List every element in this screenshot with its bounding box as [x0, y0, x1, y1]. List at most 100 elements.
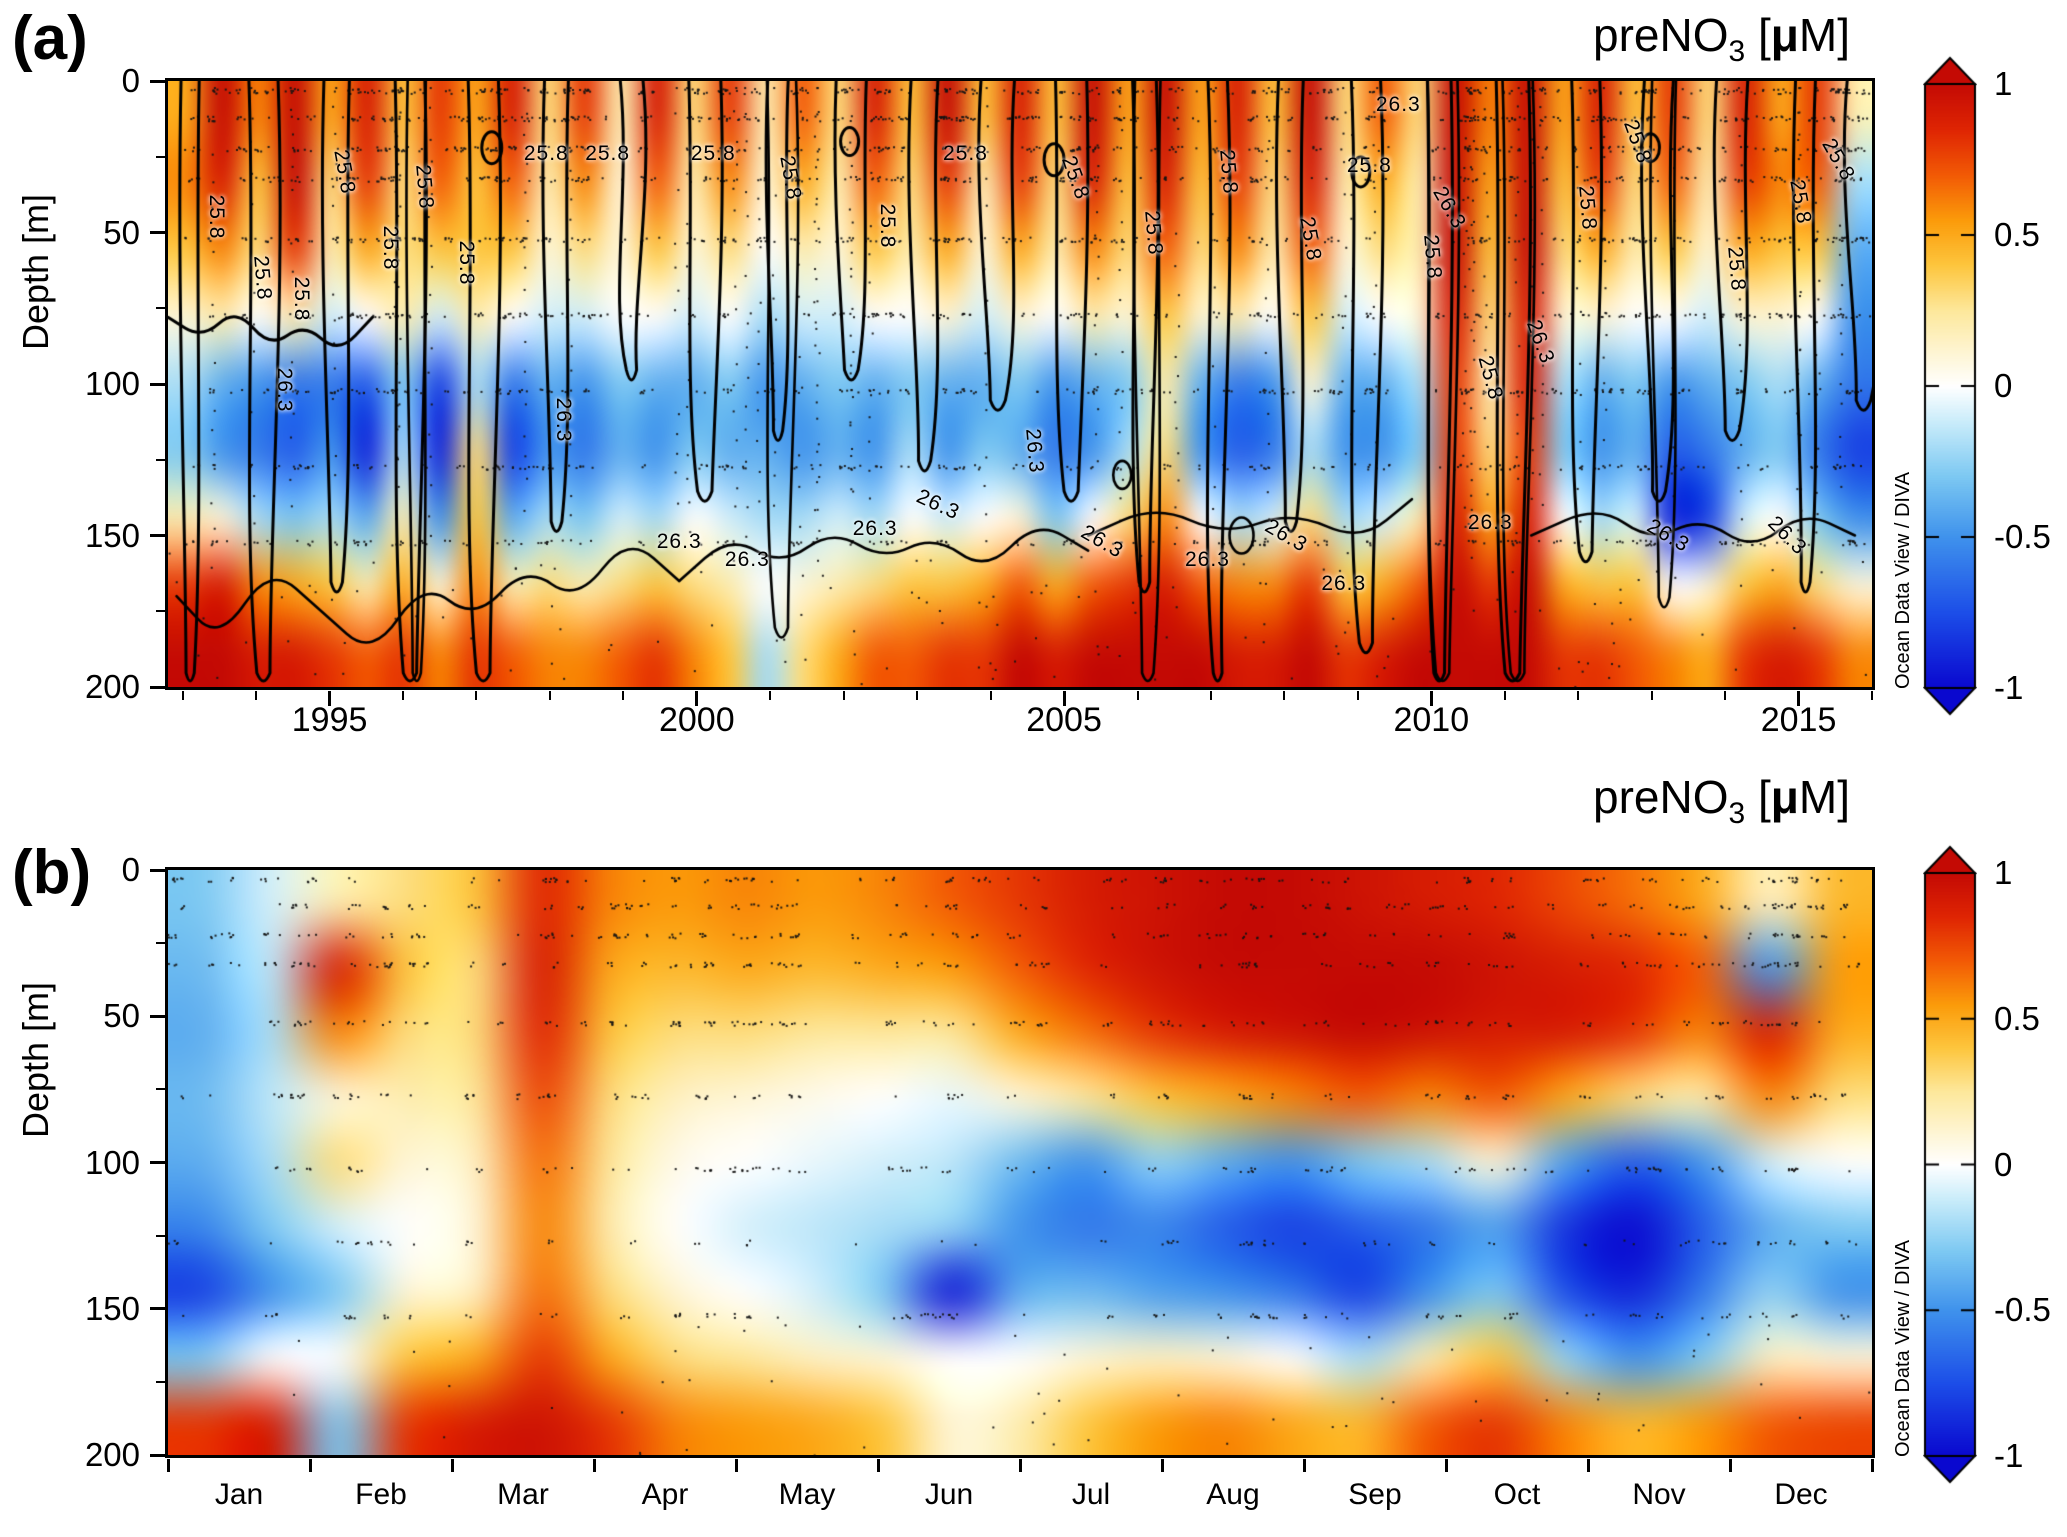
y-tick-mark [156, 942, 165, 945]
panel-b-plot-area [165, 867, 1875, 1458]
x-tick-mark [1728, 1459, 1732, 1472]
panel-b-title-mu: μ [1770, 771, 1799, 823]
x-tick-mark [734, 1459, 738, 1472]
contour-label-25.8: 25.8 [455, 240, 479, 286]
month-label: Jan [214, 1478, 264, 1511]
contour-label-26.3: 26.3 [1185, 547, 1230, 571]
y-tick-mark [150, 868, 165, 872]
x-tick-mark [1429, 691, 1433, 706]
x-tick-mark [1018, 1459, 1022, 1472]
x-tick-mark [1062, 691, 1066, 706]
contour-label-25.8: 25.8 [690, 141, 736, 165]
x-tick-mark [842, 691, 845, 700]
colorbar-tick-label: 1 [1994, 854, 2013, 891]
y-tick-mark [156, 610, 165, 613]
contour-label-25.8: 25.8 [585, 141, 631, 165]
panel-a-title-mu: μ [1770, 9, 1799, 61]
x-tick-label: 2000 [658, 701, 735, 739]
x-tick-mark [1302, 1459, 1306, 1472]
month-label: Feb [355, 1478, 407, 1511]
x-tick-label: 2015 [1760, 701, 1837, 739]
panel-b-title-subscript: 3 [1728, 797, 1746, 831]
month-label: Nov [1632, 1478, 1686, 1511]
x-tick-mark [1586, 1459, 1590, 1472]
contour-label-25.8: 25.8 [204, 194, 228, 240]
contour-label-25.8: 25.8 [410, 163, 438, 211]
x-tick-mark [622, 691, 625, 700]
y-tick-label: 200 [84, 668, 140, 705]
month-label: Jun [924, 1478, 974, 1511]
x-tick-mark [1356, 691, 1359, 700]
contour-label-25.8: 25.8 [378, 225, 402, 271]
x-tick-mark [989, 691, 992, 700]
x-tick-mark [769, 691, 772, 700]
y-tick-label: 0 [121, 62, 140, 99]
contour-label-25.8: 25.8 [1574, 184, 1602, 232]
contour-label-26.3: 26.3 [656, 529, 702, 553]
x-tick-mark [450, 1459, 454, 1472]
x-tick-mark [1209, 691, 1212, 700]
colorbar-tick-label: -1 [1994, 669, 2024, 706]
panel-b-y-axis-title: Depth [m] [15, 981, 56, 1139]
month-label: Dec [1774, 1478, 1828, 1511]
contour-label-25.8: 25.8 [248, 254, 276, 302]
colorbar-tick-label: -0.5 [1994, 1291, 2051, 1329]
x-tick-mark [328, 691, 332, 706]
x-tick-mark [1444, 1459, 1448, 1472]
contour-label-26.3: 26.3 [1020, 427, 1048, 474]
x-tick-mark [1503, 691, 1506, 700]
x-tick-mark [255, 691, 258, 700]
contour-label-26.3: 26.3 [1467, 511, 1513, 535]
contour-label-26.3: 26.3 [272, 367, 296, 413]
x-tick-label: 1995 [291, 701, 368, 739]
panel-a-y-axis-title: Depth [m] [15, 193, 56, 351]
colorbar-tick-label: 0.5 [1994, 999, 2040, 1037]
panel-a-plot-area: 25.8 25.8 25.8 25.8 25.8 25.8 25.8 25.8 25.8 25.8… [165, 78, 1875, 690]
panel-a-title-text: preNO [1593, 9, 1729, 61]
x-tick-mark [475, 691, 478, 700]
month-label: Jul [1071, 1478, 1111, 1511]
y-tick-mark [156, 155, 165, 158]
y-tick-mark [150, 685, 165, 689]
contour-label-26.3: 26.3 [1321, 571, 1367, 595]
panel-a-label: (a) [12, 4, 88, 73]
y-tick-mark [156, 458, 165, 461]
y-tick-label: 50 [103, 997, 140, 1035]
month-label: Mar [497, 1478, 549, 1511]
month-label: Sep [1348, 1478, 1402, 1511]
y-tick-mark [150, 534, 165, 537]
y-tick-label: 0 [121, 851, 140, 888]
colorbar-tick-label: 0 [1994, 1145, 2013, 1183]
y-tick-mark [156, 1380, 165, 1383]
panel-b-title-text: preNO [1593, 771, 1729, 823]
y-tick-label: 150 [84, 1289, 140, 1327]
x-tick-mark [592, 1459, 596, 1472]
contour-label-25.8: 25.8 [1139, 209, 1167, 256]
colorbar [1923, 54, 1977, 718]
x-tick-mark [1871, 691, 1873, 700]
contour-label-25.8: 25.8 [523, 141, 569, 165]
contour-label-26.3: 26.3 [1375, 93, 1421, 117]
x-tick-mark [181, 691, 184, 700]
colorbar-tick-label: 1 [1994, 65, 2013, 102]
colorbar-tick-label: -1 [1994, 1437, 2024, 1474]
x-tick-mark [1650, 691, 1653, 700]
contour-label-25.8: 25.8 [289, 276, 313, 322]
contour-label-25.8: 25.8 [1214, 148, 1242, 196]
colorbar-tick-label: 0.5 [1994, 216, 2040, 253]
x-tick-mark [1283, 691, 1286, 700]
x-tick-mark [695, 691, 699, 706]
panel-a-title-bracket: [ [1745, 9, 1771, 61]
month-label: Aug [1206, 1478, 1260, 1511]
contour-label-25.8: 25.8 [876, 204, 900, 249]
x-tick-mark [876, 1459, 880, 1472]
x-tick-mark [1577, 691, 1580, 700]
contour-label-25.8: 25.8 [943, 141, 988, 165]
x-tick-mark [1724, 691, 1727, 700]
y-tick-mark [150, 1307, 165, 1311]
x-tick-mark [166, 1459, 170, 1472]
y-tick-mark [156, 1088, 165, 1091]
contour-label-26.3: 26.3 [724, 547, 770, 571]
x-tick-mark [916, 691, 919, 700]
